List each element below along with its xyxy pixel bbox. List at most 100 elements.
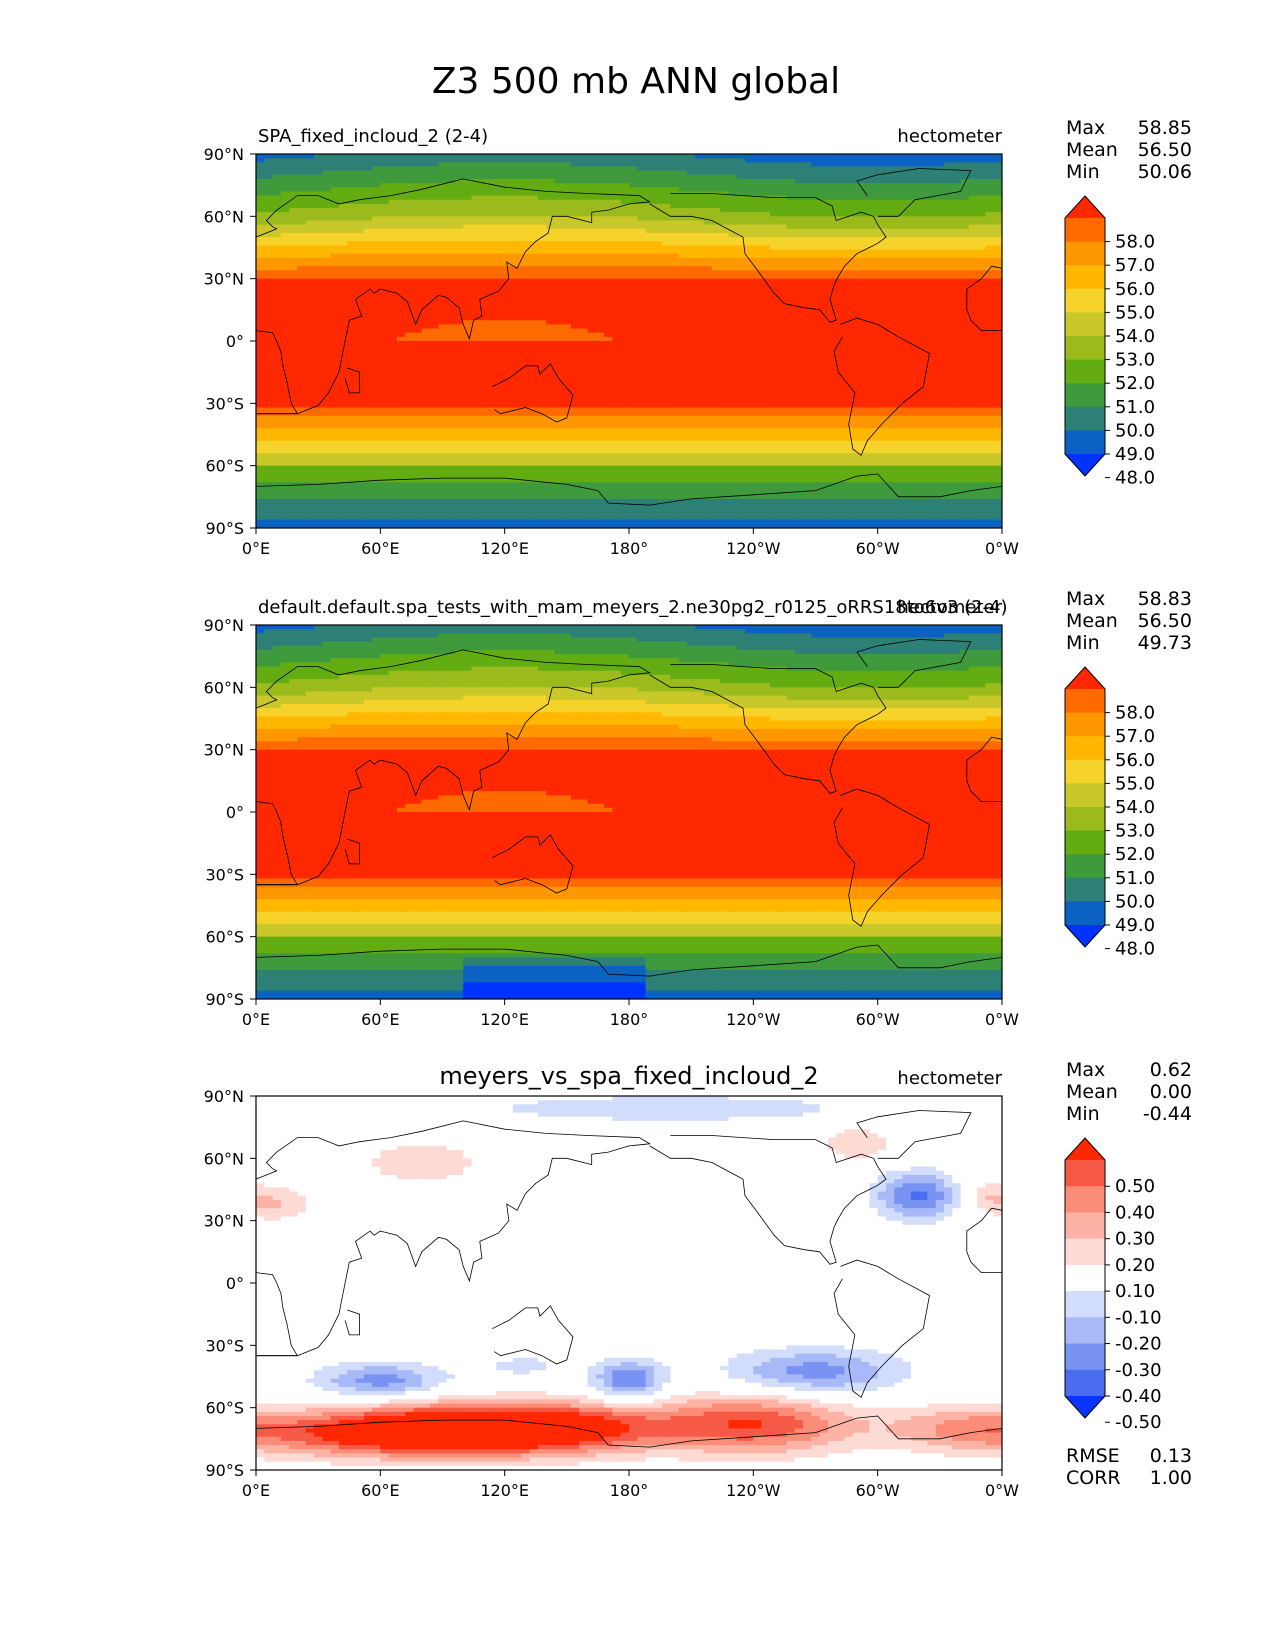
stat-label: Mean: [1066, 1081, 1118, 1103]
stat-value: 56.50: [1138, 610, 1192, 632]
y-tick-label: 0°: [226, 1274, 244, 1293]
colorbar-label: 0.30: [1115, 1229, 1155, 1250]
panel-3: 0°E 60°E 120°E 180° 120°W 60°W 0°W 90°N 60°N 30°N…: [204, 1059, 1192, 1500]
y-tick-label: 90°S: [205, 519, 244, 538]
colorbar-swatch: [1065, 1160, 1105, 1187]
colorbar-label: 49.0: [1115, 444, 1155, 465]
coastlines: [256, 639, 1002, 977]
stat-value: 58.83: [1138, 588, 1192, 610]
colorbar-label: -0.30: [1115, 1360, 1162, 1381]
panel-units: hectometer: [897, 597, 1002, 618]
colorbar-label: 57.0: [1115, 255, 1155, 276]
coastline-4: [344, 838, 360, 865]
y-tick-label: 30°S: [205, 394, 244, 413]
colorbar-swatch: [1065, 759, 1105, 784]
coastline-7: [856, 639, 972, 688]
colorbar-label: 0.10: [1115, 1281, 1155, 1302]
x-tick-label: 120°W: [726, 539, 781, 558]
colorbar-swatch: [1065, 1238, 1105, 1266]
colorbar-label: 57.0: [1115, 726, 1155, 747]
colorbar-label: 51.0: [1115, 397, 1155, 418]
colorbar-swatch: [1065, 1264, 1105, 1292]
x-tick-label: 180°: [610, 1010, 649, 1029]
colorbar-label: -0.50: [1115, 1412, 1162, 1433]
colorbar-label: 55.0: [1115, 302, 1155, 323]
colorbar-label: -0.40: [1115, 1386, 1162, 1407]
x-tick-label: 60°E: [361, 1010, 399, 1029]
colorbar-label: 54.0: [1115, 326, 1155, 347]
x-tick-label: 60°W: [856, 1010, 900, 1029]
colorbar-label: 0.40: [1115, 1202, 1155, 1223]
colorbar-label: 50.0: [1115, 420, 1155, 441]
stat-label: Mean: [1066, 610, 1118, 632]
colorbar-swatch: [1065, 383, 1105, 408]
coastline-5: [492, 834, 574, 894]
y-tick-label: 60°S: [205, 457, 244, 476]
coastline-7: [856, 168, 972, 217]
colorbar-label: 51.0: [1115, 868, 1155, 889]
colorbar-swatch: [1065, 783, 1105, 808]
coastline-9: [256, 1415, 1002, 1448]
colorbar-top-extend: [1065, 196, 1105, 218]
colorbar-swatch: [1065, 241, 1105, 266]
colorbar-swatch: [1065, 830, 1105, 855]
y-tick-label: 90°N: [204, 145, 244, 164]
colorbar-swatch: [1065, 312, 1105, 337]
colorbar-top-extend: [1065, 1138, 1105, 1160]
colorbar: 0.50 0.40 0.30 0.20 0.10 -0.10 -0.20 -0.30 -0.40…: [1064, 1137, 1162, 1433]
x-tick-label: 120°E: [480, 1481, 529, 1500]
colorbar-label: 56.0: [1115, 279, 1155, 300]
colorbar-label: 0.20: [1115, 1255, 1155, 1276]
figure-title: Z3 500 mb ANN global: [432, 61, 840, 102]
y-tick-label: 90°S: [205, 1461, 244, 1480]
x-tick-label: 120°E: [480, 539, 529, 558]
stat-label: Max: [1066, 588, 1105, 610]
y-tick-label: 60°N: [204, 207, 244, 226]
y-tick-label: 30°N: [204, 741, 244, 760]
panel-left-title: SPA_fixed_incloud_2 (2-4): [258, 126, 488, 147]
contour-field: [256, 625, 1002, 999]
colorbar-label: 58.0: [1115, 703, 1155, 724]
y-tick-label: 0°: [226, 332, 244, 351]
colorbar: 58.057.0 56.055.0 54.0 53.052.0 51.050.0 49.0…: [1064, 666, 1155, 960]
x-tick-label: 180°: [610, 539, 649, 558]
x-tick-label: 60°W: [856, 539, 900, 558]
colorbar-swatch: [1065, 807, 1105, 832]
colorbar-swatch: [1065, 1369, 1105, 1397]
coastline-1: [256, 649, 651, 886]
contour-field: [256, 154, 1002, 528]
colorbar-label: 53.0: [1115, 821, 1155, 842]
x-tick-label: 0°E: [242, 1481, 270, 1500]
colorbar-swatch: [1065, 218, 1105, 243]
colorbar-swatch: [1065, 1317, 1105, 1345]
coastlines: [256, 1110, 1002, 1448]
x-tick-label: 60°E: [361, 1481, 399, 1500]
coastline-3: [256, 1272, 299, 1357]
colorbar: 58.057.0 56.055.0 54.0 53.052.0 51.050.0 49.0…: [1064, 195, 1155, 489]
x-tick-label: 60°W: [856, 1481, 900, 1500]
panel-2: 0°E 60°E 120°E 180° 120°W 60°W 0°W 90°N 60°N 30°N…: [204, 588, 1192, 1029]
coastline-6: [649, 1135, 887, 1265]
panel-units: hectometer: [897, 126, 1002, 147]
colorbar-label: -0.20: [1115, 1334, 1162, 1355]
coastline-1: [256, 178, 651, 415]
coastline-4: [344, 1309, 360, 1336]
coastline-7: [856, 1110, 972, 1159]
colorbar-label: 50.0: [1115, 891, 1155, 912]
colorbar-label: 55.0: [1115, 773, 1155, 794]
stat-value: 50.06: [1138, 161, 1192, 183]
stat-label: Min: [1066, 632, 1100, 654]
colorbar-bottom-extend: [1065, 1396, 1105, 1418]
colorbar-swatch: [1065, 265, 1105, 290]
x-tick-label: 0°W: [985, 1010, 1019, 1029]
x-tick-label: 0°W: [985, 539, 1019, 558]
colorbar-swatch: [1065, 689, 1105, 714]
colorbar-swatch: [1065, 736, 1105, 761]
x-tick-label: 0°E: [242, 539, 270, 558]
y-tick-label: 0°: [226, 803, 244, 822]
stat-value: 0.62: [1150, 1059, 1192, 1081]
stat-value: 56.50: [1138, 139, 1192, 161]
coastline-2: [966, 265, 1002, 331]
y-tick-label: 30°N: [204, 1212, 244, 1231]
y-tick-label: 60°N: [204, 678, 244, 697]
